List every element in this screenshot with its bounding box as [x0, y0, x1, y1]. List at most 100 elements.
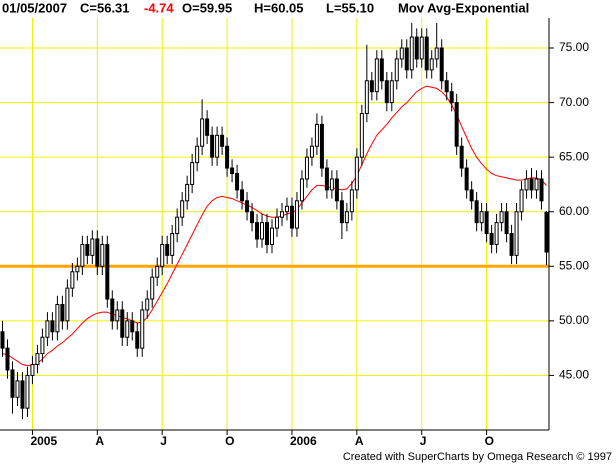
candle-body — [479, 211, 484, 224]
candle-body — [160, 243, 165, 267]
candle-body — [30, 364, 35, 376]
candle-body — [284, 205, 289, 213]
candle-body — [175, 216, 180, 235]
candle-body — [374, 58, 379, 93]
candle-body — [289, 205, 294, 229]
x-tick-label: J — [420, 434, 427, 448]
x-tick-label: 2006 — [290, 434, 317, 448]
candle-body — [419, 36, 424, 60]
candle-body — [344, 211, 349, 224]
candle-body — [70, 271, 75, 289]
header-item: O=59.95 — [182, 0, 232, 15]
candle-body — [225, 145, 230, 169]
x-tick-label: O — [225, 434, 234, 448]
candle-body — [499, 211, 504, 224]
candle-body — [369, 80, 374, 93]
y-tick-label: 70.00 — [559, 95, 589, 109]
x-tick-label: O — [485, 434, 494, 448]
candle-body — [155, 265, 160, 278]
candle-body — [135, 331, 140, 349]
x-tick-label: J — [160, 434, 167, 448]
candle-body — [40, 336, 45, 355]
header-item: C=56.31 — [80, 0, 130, 15]
candle-body — [195, 145, 200, 164]
y-tick-label: 60.00 — [559, 204, 589, 218]
candle-body — [299, 178, 304, 202]
candle-body — [394, 58, 399, 82]
candle-body — [65, 287, 70, 322]
candle-body — [529, 178, 534, 191]
x-tick-label: A — [95, 434, 104, 448]
candle-body — [210, 134, 215, 158]
candle-body — [20, 380, 25, 409]
candle-body — [329, 178, 334, 191]
candle-body — [379, 58, 384, 82]
candle-body — [509, 233, 514, 256]
candle-body — [105, 243, 110, 300]
candle-body — [484, 211, 489, 235]
candle-body — [544, 211, 549, 253]
candle-body — [130, 320, 135, 333]
candle-body — [115, 309, 120, 322]
candle-body — [120, 309, 125, 338]
candle-body — [309, 145, 314, 158]
candle-body — [404, 47, 409, 71]
candle-body — [230, 167, 235, 175]
candle-body — [200, 118, 205, 147]
candle-body — [95, 238, 100, 267]
candle-body — [339, 200, 344, 224]
y-tick-label: 75.00 — [559, 40, 589, 54]
footer: Created with SuperCharts by Omega Resear… — [343, 451, 612, 463]
candle-body — [449, 91, 454, 104]
candle-body — [444, 80, 449, 93]
candle-body — [215, 134, 220, 158]
candle-body — [165, 243, 170, 256]
candle-body — [125, 320, 130, 338]
candle-body — [110, 298, 115, 322]
y-tick-label: 55.00 — [559, 258, 589, 272]
candle-body — [514, 211, 519, 256]
candle-body — [524, 178, 529, 191]
candle-body — [334, 178, 339, 202]
candle-body — [349, 189, 354, 213]
candle-body — [439, 47, 444, 82]
candle-body — [35, 353, 40, 366]
candle-body — [469, 189, 474, 202]
header-item: -4.74 — [144, 0, 174, 15]
candle-body — [270, 227, 275, 245]
candle-body — [454, 102, 459, 147]
candle-body — [100, 243, 105, 267]
candle-body — [0, 331, 5, 349]
x-tick-label: A — [355, 434, 364, 448]
candle-body — [414, 36, 419, 60]
x-tick-label: 2005 — [30, 434, 57, 448]
candle-body — [260, 222, 265, 240]
candle-body — [190, 162, 195, 185]
candle-body — [145, 298, 150, 311]
header-item: L=55.10 — [326, 0, 374, 15]
candle-body — [170, 233, 175, 256]
candle-body — [324, 167, 329, 191]
candle-body — [494, 222, 499, 245]
candle-body — [474, 200, 479, 224]
y-tick-label: 45.00 — [559, 368, 589, 382]
candle-body — [304, 156, 309, 180]
candle-body — [399, 47, 404, 60]
candle-body — [265, 222, 270, 245]
candle-body — [274, 216, 279, 229]
y-tick-label: 65.00 — [559, 149, 589, 163]
candle-body — [15, 380, 20, 398]
candle-body — [140, 309, 145, 349]
candle-body — [255, 222, 260, 240]
candle-body — [90, 238, 95, 256]
candle-body — [205, 118, 210, 136]
candle-body — [534, 178, 539, 191]
y-tick-label: 50.00 — [559, 313, 589, 327]
candle-body — [464, 167, 469, 191]
candle-body — [539, 178, 544, 202]
candle-body — [150, 276, 155, 300]
candle-body — [354, 156, 359, 191]
